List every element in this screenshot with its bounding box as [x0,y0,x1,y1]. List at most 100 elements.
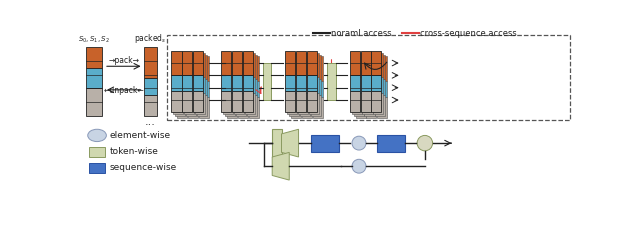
Text: $S_0,S_1,S_2$: $S_0,S_1,S_2$ [78,34,110,44]
Bar [236,55,246,79]
Bar [349,75,360,91]
Bar [285,75,296,91]
Bar [175,95,186,116]
Bar [221,91,231,112]
Bar [313,96,323,118]
Bar [188,96,198,118]
Bar [360,91,371,112]
Polygon shape [272,152,289,180]
Bar [287,53,298,77]
Bar [232,91,242,112]
Bar [227,81,237,96]
Bar [351,93,362,114]
Bar [227,56,237,81]
Bar [307,75,317,91]
Bar [366,81,376,96]
Bar [199,56,209,81]
Text: SSM: SSM [379,138,403,148]
Bar [145,47,157,78]
Bar [167,35,570,120]
Bar [177,56,188,81]
Bar [172,91,182,112]
Bar [199,81,209,96]
Bar [287,93,298,114]
Bar [302,81,312,96]
Bar [285,91,296,112]
Bar [177,96,188,118]
Bar [373,93,383,114]
Bar [195,77,205,93]
Bar [366,96,376,118]
Bar [225,95,235,116]
Bar [246,79,257,95]
Bar [272,129,282,157]
Text: element-wise: element-wise [109,131,171,140]
Bar [309,77,319,93]
Bar [287,77,298,93]
Bar [225,79,235,95]
Bar [311,79,321,95]
Ellipse shape [88,129,106,142]
Bar [172,51,182,75]
Bar [285,51,296,75]
Text: Conv: Conv [311,138,339,148]
Bar [173,53,184,77]
Bar [243,91,253,112]
Bar [90,147,105,157]
Bar [234,77,244,93]
Bar [184,93,195,114]
Bar [289,55,300,79]
Bar [86,68,102,88]
Bar [236,79,246,95]
Ellipse shape [352,136,366,150]
Text: noraml access: noraml access [331,28,392,37]
Bar [355,56,365,81]
Bar [237,56,248,81]
Text: cross-sequence access: cross-sequence access [420,28,517,37]
Bar [232,75,242,91]
Bar [193,75,204,91]
Bar [248,56,259,81]
Bar [353,95,364,116]
Bar [223,77,233,93]
Bar [296,75,307,91]
Bar [371,51,381,75]
Bar [353,79,364,95]
Bar [225,55,235,79]
Bar [246,55,257,79]
Bar [377,81,387,96]
Bar [186,79,196,95]
Bar [313,56,323,81]
Bar [362,77,372,93]
Bar [90,163,105,173]
Bar [243,51,253,75]
Bar [244,93,255,114]
Bar [197,79,207,95]
Bar [298,77,308,93]
Bar [182,75,193,91]
Bar [377,56,387,81]
Bar [353,55,364,79]
Ellipse shape [417,135,433,151]
Bar [195,93,205,114]
Bar [311,55,321,79]
Bar [237,96,248,118]
Bar [300,55,310,79]
Bar [193,91,204,112]
Bar [291,56,301,81]
Text: ···: ··· [145,120,156,130]
Polygon shape [282,129,298,157]
Bar [311,135,339,152]
Text: token-wise: token-wise [109,147,158,156]
Bar [199,96,209,118]
Bar [186,95,196,116]
Bar [373,53,383,77]
Bar [246,95,257,116]
Bar [243,75,253,91]
Text: packed$_s$: packed$_s$ [134,32,167,44]
Bar [375,55,385,79]
Bar [173,93,184,114]
Bar [248,81,259,96]
Bar [373,77,383,93]
Bar [177,81,188,96]
